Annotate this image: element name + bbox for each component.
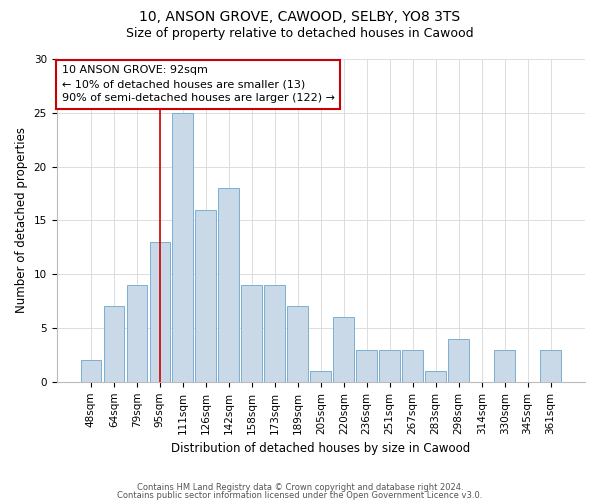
Bar [540, 350, 561, 382]
Bar [241, 285, 262, 382]
Bar [425, 371, 446, 382]
Bar [172, 113, 193, 382]
Bar [218, 188, 239, 382]
Bar [127, 285, 147, 382]
Bar [310, 371, 331, 382]
Bar [334, 318, 354, 382]
Text: Contains public sector information licensed under the Open Government Licence v3: Contains public sector information licen… [118, 490, 482, 500]
X-axis label: Distribution of detached houses by size in Cawood: Distribution of detached houses by size … [171, 442, 470, 455]
Bar [149, 242, 170, 382]
Bar [448, 339, 469, 382]
Text: Contains HM Land Registry data © Crown copyright and database right 2024.: Contains HM Land Registry data © Crown c… [137, 484, 463, 492]
Bar [356, 350, 377, 382]
Text: 10, ANSON GROVE, CAWOOD, SELBY, YO8 3TS: 10, ANSON GROVE, CAWOOD, SELBY, YO8 3TS [139, 10, 461, 24]
Bar [265, 285, 285, 382]
Bar [80, 360, 101, 382]
Bar [494, 350, 515, 382]
Bar [287, 306, 308, 382]
Text: 10 ANSON GROVE: 92sqm
← 10% of detached houses are smaller (13)
90% of semi-deta: 10 ANSON GROVE: 92sqm ← 10% of detached … [62, 66, 335, 104]
Bar [379, 350, 400, 382]
Text: Size of property relative to detached houses in Cawood: Size of property relative to detached ho… [126, 28, 474, 40]
Bar [196, 210, 216, 382]
Y-axis label: Number of detached properties: Number of detached properties [15, 128, 28, 314]
Bar [104, 306, 124, 382]
Bar [403, 350, 423, 382]
